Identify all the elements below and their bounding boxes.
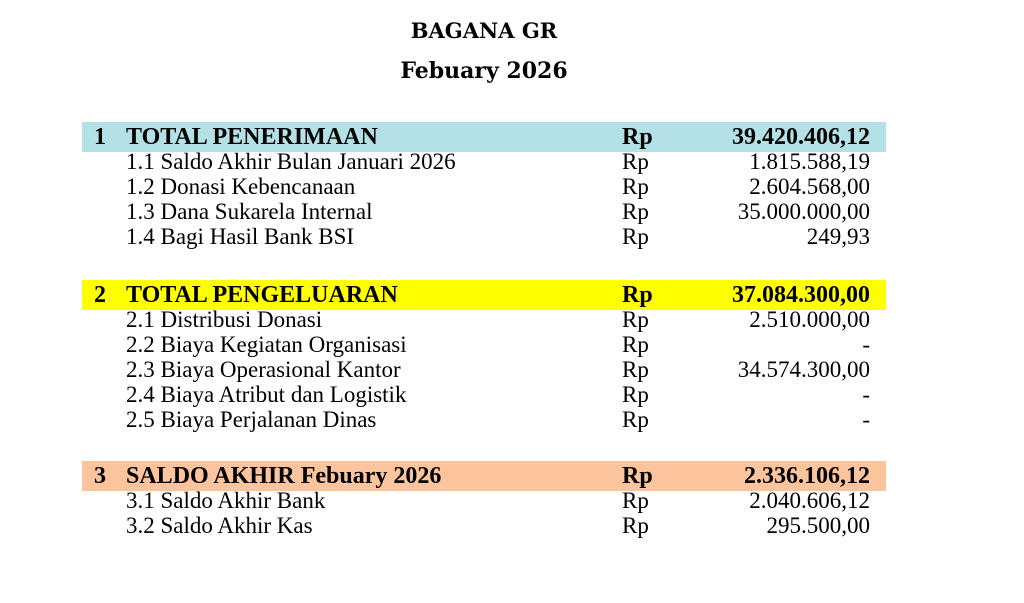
section-header-row: 2 TOTAL PENGELUARAN Rp 37.084.300,00	[82, 280, 886, 310]
line-item-row: 2.1 Distribusi Donasi Rp 2.510.000,00	[82, 307, 886, 333]
item-amount: 2.604.568,00	[749, 174, 870, 199]
section-title: TOTAL PENGELUARAN	[126, 282, 398, 308]
item-label: 2.1 Distribusi Donasi	[126, 307, 323, 332]
currency-label: Rp	[622, 463, 653, 489]
item-amount: -	[862, 332, 870, 357]
section-header-row: 1 TOTAL PENERIMAAN Rp 39.420.406,12	[82, 122, 886, 152]
item-label: 1.2 Donasi Kebencanaan	[126, 174, 356, 199]
line-item-row: 3.1 Saldo Akhir Bank Rp 2.040.606,12	[82, 488, 886, 514]
item-label: 2.5 Biaya Perjalanan Dinas	[126, 407, 377, 432]
currency-label: Rp	[622, 282, 653, 308]
line-item-row: 1.4 Bagi Hasil Bank BSI Rp 249,93	[82, 224, 886, 250]
line-item-row: 3.2 Saldo Akhir Kas Rp 295.500,00	[82, 513, 886, 539]
section-header-row: 3 SALDO AKHIR Febuary 2026 Rp 2.336.106,12	[82, 461, 886, 491]
item-label: 1.3 Dana Sukarela Internal	[126, 199, 373, 224]
item-label: 3.1 Saldo Akhir Bank	[126, 488, 326, 513]
currency-label: Rp	[622, 513, 649, 538]
currency-label: Rp	[622, 407, 649, 432]
section-amount: 2.336.106,12	[744, 463, 870, 489]
item-label: 2.2 Biaya Kegiatan Organisasi	[126, 332, 407, 357]
item-amount: 34.574.300,00	[737, 357, 870, 382]
line-item-row: 1.1 Saldo Akhir Bulan Januari 2026 Rp 1.81…	[82, 149, 886, 175]
currency-label: Rp	[622, 357, 649, 382]
currency-label: Rp	[622, 174, 649, 199]
item-amount: 1.815.588,19	[749, 149, 870, 174]
item-label: 2.3 Biaya Operasional Kantor	[126, 357, 401, 382]
item-label: 3.2 Saldo Akhir Kas	[126, 513, 313, 538]
section-number: 2	[94, 282, 106, 308]
report-title: BAGANA GR	[410, 18, 558, 43]
section-number: 1	[94, 124, 106, 150]
currency-label: Rp	[622, 149, 649, 174]
section-title: TOTAL PENERIMAAN	[126, 124, 378, 150]
section-number: 3	[94, 463, 106, 489]
item-amount: 295.500,00	[766, 513, 871, 538]
currency-label: Rp	[622, 332, 649, 357]
item-amount: 2.040.606,12	[749, 488, 870, 513]
line-item-row: 1.2 Donasi Kebencanaan Rp 2.604.568,00	[82, 174, 886, 200]
currency-label: Rp	[622, 224, 649, 249]
report-period: Febuary 2026	[400, 58, 568, 84]
item-label: 1.1 Saldo Akhir Bulan Januari 2026	[126, 149, 456, 174]
item-label: 1.4 Bagi Hasil Bank BSI	[126, 224, 355, 249]
currency-label: Rp	[622, 488, 649, 513]
item-amount: 35.000.000,00	[737, 199, 870, 224]
line-item-row: 2.3 Biaya Operasional Kantor Rp 34.574.300…	[82, 357, 886, 383]
item-amount: -	[862, 382, 870, 407]
currency-label: Rp	[622, 382, 649, 407]
section-amount: 37.084.300,00	[732, 282, 870, 308]
currency-label: Rp	[622, 199, 649, 224]
item-label: 2.4 Biaya Atribut dan Logistik	[126, 382, 407, 407]
item-amount: -	[862, 407, 870, 432]
currency-label: Rp	[622, 307, 649, 332]
line-item-row: 1.3 Dana Sukarela Internal Rp 35.000.000,0…	[82, 199, 886, 225]
section-title: SALDO AKHIR Febuary 2026	[126, 463, 442, 489]
line-item-row: 2.5 Biaya Perjalanan Dinas Rp -	[82, 407, 886, 433]
currency-label: Rp	[622, 124, 653, 150]
line-item-row: 2.2 Biaya Kegiatan Organisasi Rp -	[82, 332, 886, 358]
item-amount: 249,93	[806, 224, 870, 249]
line-item-row: 2.4 Biaya Atribut dan Logistik Rp -	[82, 382, 886, 408]
section-amount: 39.420.406,12	[732, 124, 870, 150]
item-amount: 2.510.000,00	[749, 307, 870, 332]
